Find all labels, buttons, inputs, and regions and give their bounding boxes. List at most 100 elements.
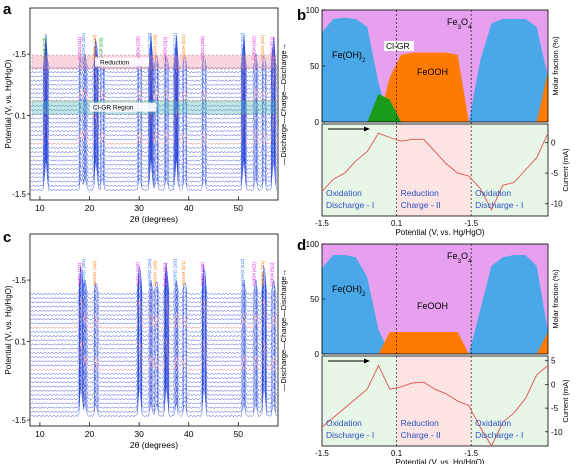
region-label-line2: Discharge - I (326, 430, 374, 440)
xrd-pattern-line (30, 88, 278, 125)
panel-letter-b: b (297, 7, 306, 24)
chem-char: ) (359, 50, 362, 60)
y-tick-label: 50 (310, 62, 319, 71)
peak-label: Fe3O4 (400) (200, 36, 205, 60)
reduction-region (396, 124, 472, 216)
y-tick-label: -1.5 (12, 190, 26, 199)
reduction-region (31, 54, 277, 70)
peak-label: Fe(OH)2 (101) (172, 32, 177, 60)
peak-label: Fe(OH)2 (012) (240, 258, 245, 286)
y-tick-label: -5 (551, 169, 559, 178)
xrd-pattern-line (30, 155, 278, 192)
bottom-frame (321, 355, 549, 447)
region-label-line1: Reduction (401, 188, 440, 198)
oxidation-region (322, 124, 397, 216)
xrd-pattern-line (30, 364, 278, 397)
xrd-pattern-line (30, 287, 278, 321)
xrd-pattern-line (30, 358, 278, 393)
region-label-clgr: Cl-GR Region (93, 105, 134, 112)
xrd-pattern-line (30, 377, 278, 409)
chem-char: 3 (458, 258, 462, 265)
chem-char: ( (343, 50, 346, 60)
region-label-line1: Reduction (401, 418, 440, 428)
chem-char: O (346, 284, 353, 294)
current-line (321, 364, 549, 447)
peak-label: FeOOH (021) (181, 34, 186, 60)
panel-letter-a: a (3, 1, 12, 18)
xrd-pattern-line (30, 312, 278, 346)
xrd-pattern-line (30, 33, 278, 70)
chem-char: H (442, 301, 449, 311)
bottom-frame (321, 123, 549, 217)
xrd-pattern-line (30, 263, 278, 296)
peak-label: Fe3O4 (511) (270, 262, 275, 286)
xrd-pattern-line (30, 355, 278, 388)
xrd-pattern-line (30, 379, 278, 414)
region-label-bg (95, 57, 149, 67)
xrd-pattern-line (30, 37, 278, 74)
xrd-pattern-line (30, 109, 278, 145)
legend-clgr-bg (384, 41, 414, 51)
xrd-pattern-line (30, 139, 278, 175)
chem-char: ) (359, 284, 362, 294)
clgr-area (322, 94, 548, 122)
xrd-pattern-line (30, 343, 278, 376)
chem-char: e (338, 50, 343, 60)
xrd-pattern-line (30, 54, 278, 91)
xrd-pattern-line (30, 49, 278, 87)
plot-frame (29, 233, 279, 427)
peak-label: Fe3O4 (111) (77, 262, 82, 286)
chem-char: e (453, 17, 458, 27)
x-tick-label: 30 (134, 203, 144, 213)
chem-char: H (353, 284, 360, 294)
xrd-pattern-line (30, 62, 278, 99)
y-axis-label: Potential (V, vs. Hg/HgO) (4, 59, 13, 148)
xrd-pattern-line (30, 297, 278, 329)
legend-fe3o4: Fe3O4 (447, 251, 472, 265)
chem-char: e (423, 67, 428, 77)
peak-label: FeOOH (110) (92, 260, 97, 286)
peak-label: Fe3O4 (422) (252, 36, 257, 60)
peak-label: Fe3O4 (311) (162, 262, 167, 286)
x-tick-label: 0.1 (391, 449, 403, 458)
peak-label: Fe(OH)2 (100) (147, 258, 152, 286)
xrd-pattern-line (30, 271, 278, 304)
x-tick-label: -1.5 (315, 219, 329, 228)
y-tick-label: -1.5 (12, 416, 26, 425)
y-tick-label: -1.5 (12, 276, 26, 285)
feooh-area (322, 332, 548, 354)
chem-char: F (447, 17, 453, 27)
xrd-pattern-line (30, 129, 278, 167)
legend-feooh: FeOOH (417, 67, 448, 77)
xrd-pattern-line (30, 113, 278, 150)
legend-feooh: FeOOH (417, 301, 448, 311)
chem-char: e (453, 251, 458, 261)
xrd-pattern-line (30, 80, 278, 116)
plot-frame (29, 7, 279, 201)
chem-char: 4 (468, 258, 472, 265)
peak-label: Fe(OH)2 (100) (147, 32, 152, 60)
chem-char: F (332, 50, 338, 60)
y-axis-label-bottom: Current (mA) (561, 379, 570, 423)
y-tick-label: 100 (306, 240, 320, 249)
y-tick-label: -10 (551, 428, 563, 437)
chem-char: O (428, 67, 435, 77)
y-tick-label: -1.5 (12, 50, 26, 59)
peak-label: Fe3O4 (111) (77, 36, 82, 60)
x-tick-label: -1.5 (464, 219, 478, 228)
legend-fe-oh2: Fe(OH)2 (332, 284, 366, 298)
x-tick-label: 10 (35, 429, 45, 439)
panel-letter-c: c (3, 229, 11, 246)
chem-char: H (442, 67, 449, 77)
xrd-pattern-line (30, 126, 278, 162)
y-axis-label-bottom: Current (mA) (561, 148, 570, 192)
xrd-pattern-line (30, 147, 278, 183)
xrd-pattern-line (30, 275, 278, 308)
peak-label: Fe(OH)2 (001) (81, 258, 86, 286)
xrd-pattern-line (30, 333, 278, 367)
oxidation-region (471, 124, 548, 216)
y-tick-label: 0 (551, 380, 556, 389)
xrd-pattern-line (30, 325, 278, 359)
